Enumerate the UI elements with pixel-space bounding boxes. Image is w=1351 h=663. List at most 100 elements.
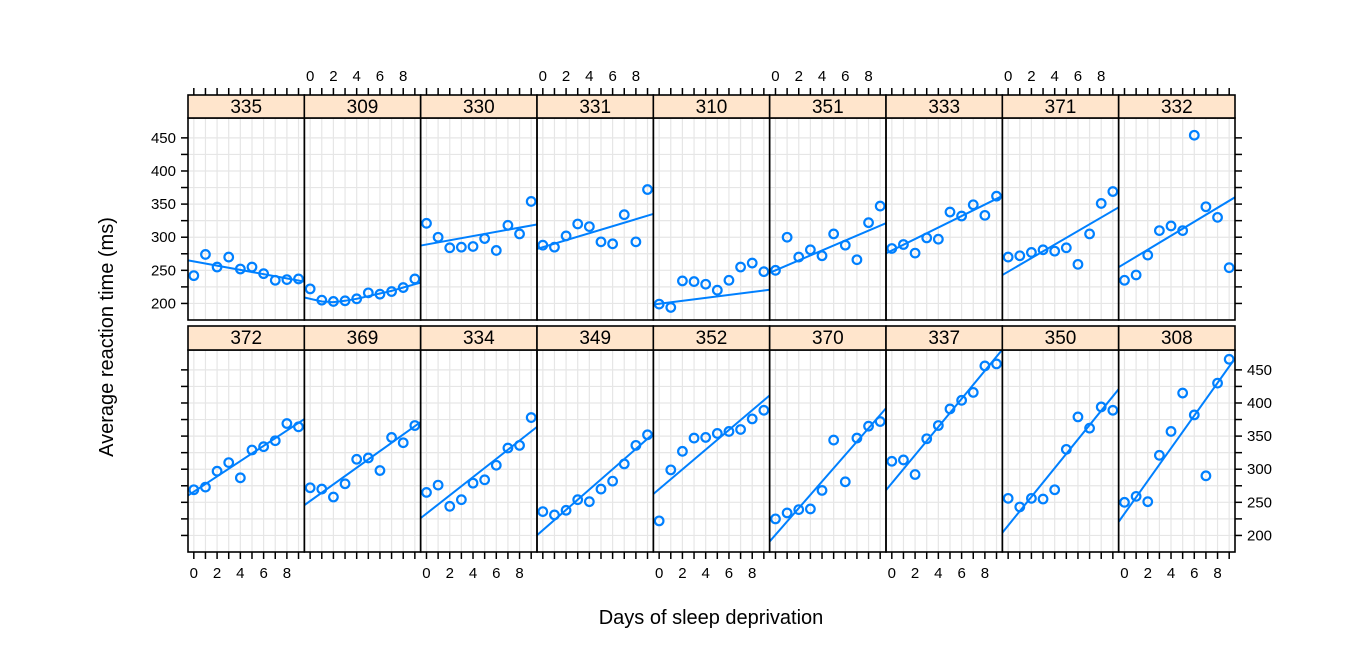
y-tick-label: 400 <box>151 163 176 180</box>
data-point <box>316 294 328 306</box>
data-point <box>234 263 246 275</box>
data-point <box>1165 220 1177 232</box>
data-point <box>479 233 491 244</box>
data-point <box>653 298 665 310</box>
data-point <box>967 386 979 398</box>
x-tick-label: 8 <box>283 565 291 582</box>
data-point <box>956 210 968 222</box>
fit-line <box>1002 206 1119 276</box>
strip-background <box>768 325 887 351</box>
panel-370 <box>769 407 887 543</box>
data-point <box>839 239 851 251</box>
x-tick-label: 0 <box>1004 68 1012 85</box>
x-tick-label: 2 <box>1027 68 1035 85</box>
data-point <box>211 465 223 477</box>
data-point <box>479 474 491 486</box>
data-point <box>851 432 863 444</box>
data-point <box>281 418 293 429</box>
y-tick-label: 300 <box>151 229 176 246</box>
panel-335 <box>188 249 305 286</box>
data-point <box>956 394 968 406</box>
data-point <box>770 513 781 525</box>
y-tick-label: 350 <box>1247 428 1272 445</box>
y-tick-label: 400 <box>1247 395 1272 412</box>
fit-line <box>653 288 770 306</box>
data-point <box>688 276 700 287</box>
data-point <box>455 494 467 506</box>
data-point <box>700 278 712 290</box>
data-point <box>455 241 467 253</box>
x-tick-label: 2 <box>213 565 221 582</box>
y-tick-label: 200 <box>1247 527 1272 544</box>
data-point <box>351 293 363 305</box>
x-tick-label: 6 <box>1074 68 1082 85</box>
strip-label: 370 <box>812 328 844 349</box>
x-tick-label: 4 <box>702 565 710 582</box>
x-tick-label: 8 <box>864 68 872 85</box>
data-point <box>549 241 560 253</box>
data-point <box>735 261 746 273</box>
data-point <box>863 217 874 229</box>
strip-label: 310 <box>696 97 728 118</box>
x-axis-label: Days of sleep deprivation <box>599 607 824 629</box>
data-point <box>758 404 770 416</box>
marks-layer <box>188 129 1235 543</box>
data-point <box>991 358 1002 370</box>
data-point <box>1095 401 1107 413</box>
data-point <box>409 420 421 431</box>
data-point <box>804 244 816 256</box>
x-tick-label: 4 <box>818 68 826 85</box>
data-point <box>1037 493 1049 505</box>
data-point <box>1177 225 1189 236</box>
data-point <box>514 228 525 240</box>
data-point <box>700 432 712 443</box>
data-point <box>537 506 549 518</box>
data-point <box>746 257 758 269</box>
data-point <box>467 477 479 489</box>
data-point <box>653 515 665 527</box>
data-point <box>1153 449 1165 461</box>
data-point <box>293 273 304 285</box>
data-point <box>421 217 432 229</box>
data-point <box>583 496 595 508</box>
data-point <box>991 190 1002 202</box>
data-point <box>921 433 933 445</box>
strip-background <box>1117 325 1236 351</box>
grid-layer <box>188 118 1235 552</box>
data-point <box>1060 443 1072 455</box>
x-tick-label: 6 <box>376 68 384 85</box>
data-point <box>188 484 200 496</box>
data-point <box>886 455 898 467</box>
x-tick-label: 6 <box>608 68 616 85</box>
strip-label: 334 <box>463 328 495 349</box>
data-point <box>525 196 537 207</box>
x-tick-label: 8 <box>1213 565 1221 582</box>
data-point <box>1223 262 1235 274</box>
data-point <box>1165 426 1177 437</box>
data-point <box>618 458 630 470</box>
x-tick-label: 6 <box>725 565 733 582</box>
data-point <box>618 209 630 221</box>
data-point <box>572 494 584 506</box>
strip-label: 331 <box>579 97 611 118</box>
data-point <box>967 199 979 211</box>
fit-line <box>1002 388 1119 534</box>
y-axis-label: Average reaction time (ms) <box>96 217 118 457</box>
panel-334 <box>420 412 537 519</box>
data-point <box>642 184 653 195</box>
data-point <box>828 228 840 240</box>
data-point <box>723 274 735 286</box>
data-point <box>188 270 200 282</box>
data-point <box>397 282 409 293</box>
panel-372 <box>188 418 305 497</box>
data-point <box>630 439 642 451</box>
strip-background <box>536 325 655 351</box>
fit-line <box>886 195 1003 255</box>
data-point <box>677 275 688 287</box>
strip-label: 369 <box>347 328 379 349</box>
fit-line <box>304 421 421 506</box>
data-point <box>293 421 304 433</box>
data-point <box>863 420 874 432</box>
